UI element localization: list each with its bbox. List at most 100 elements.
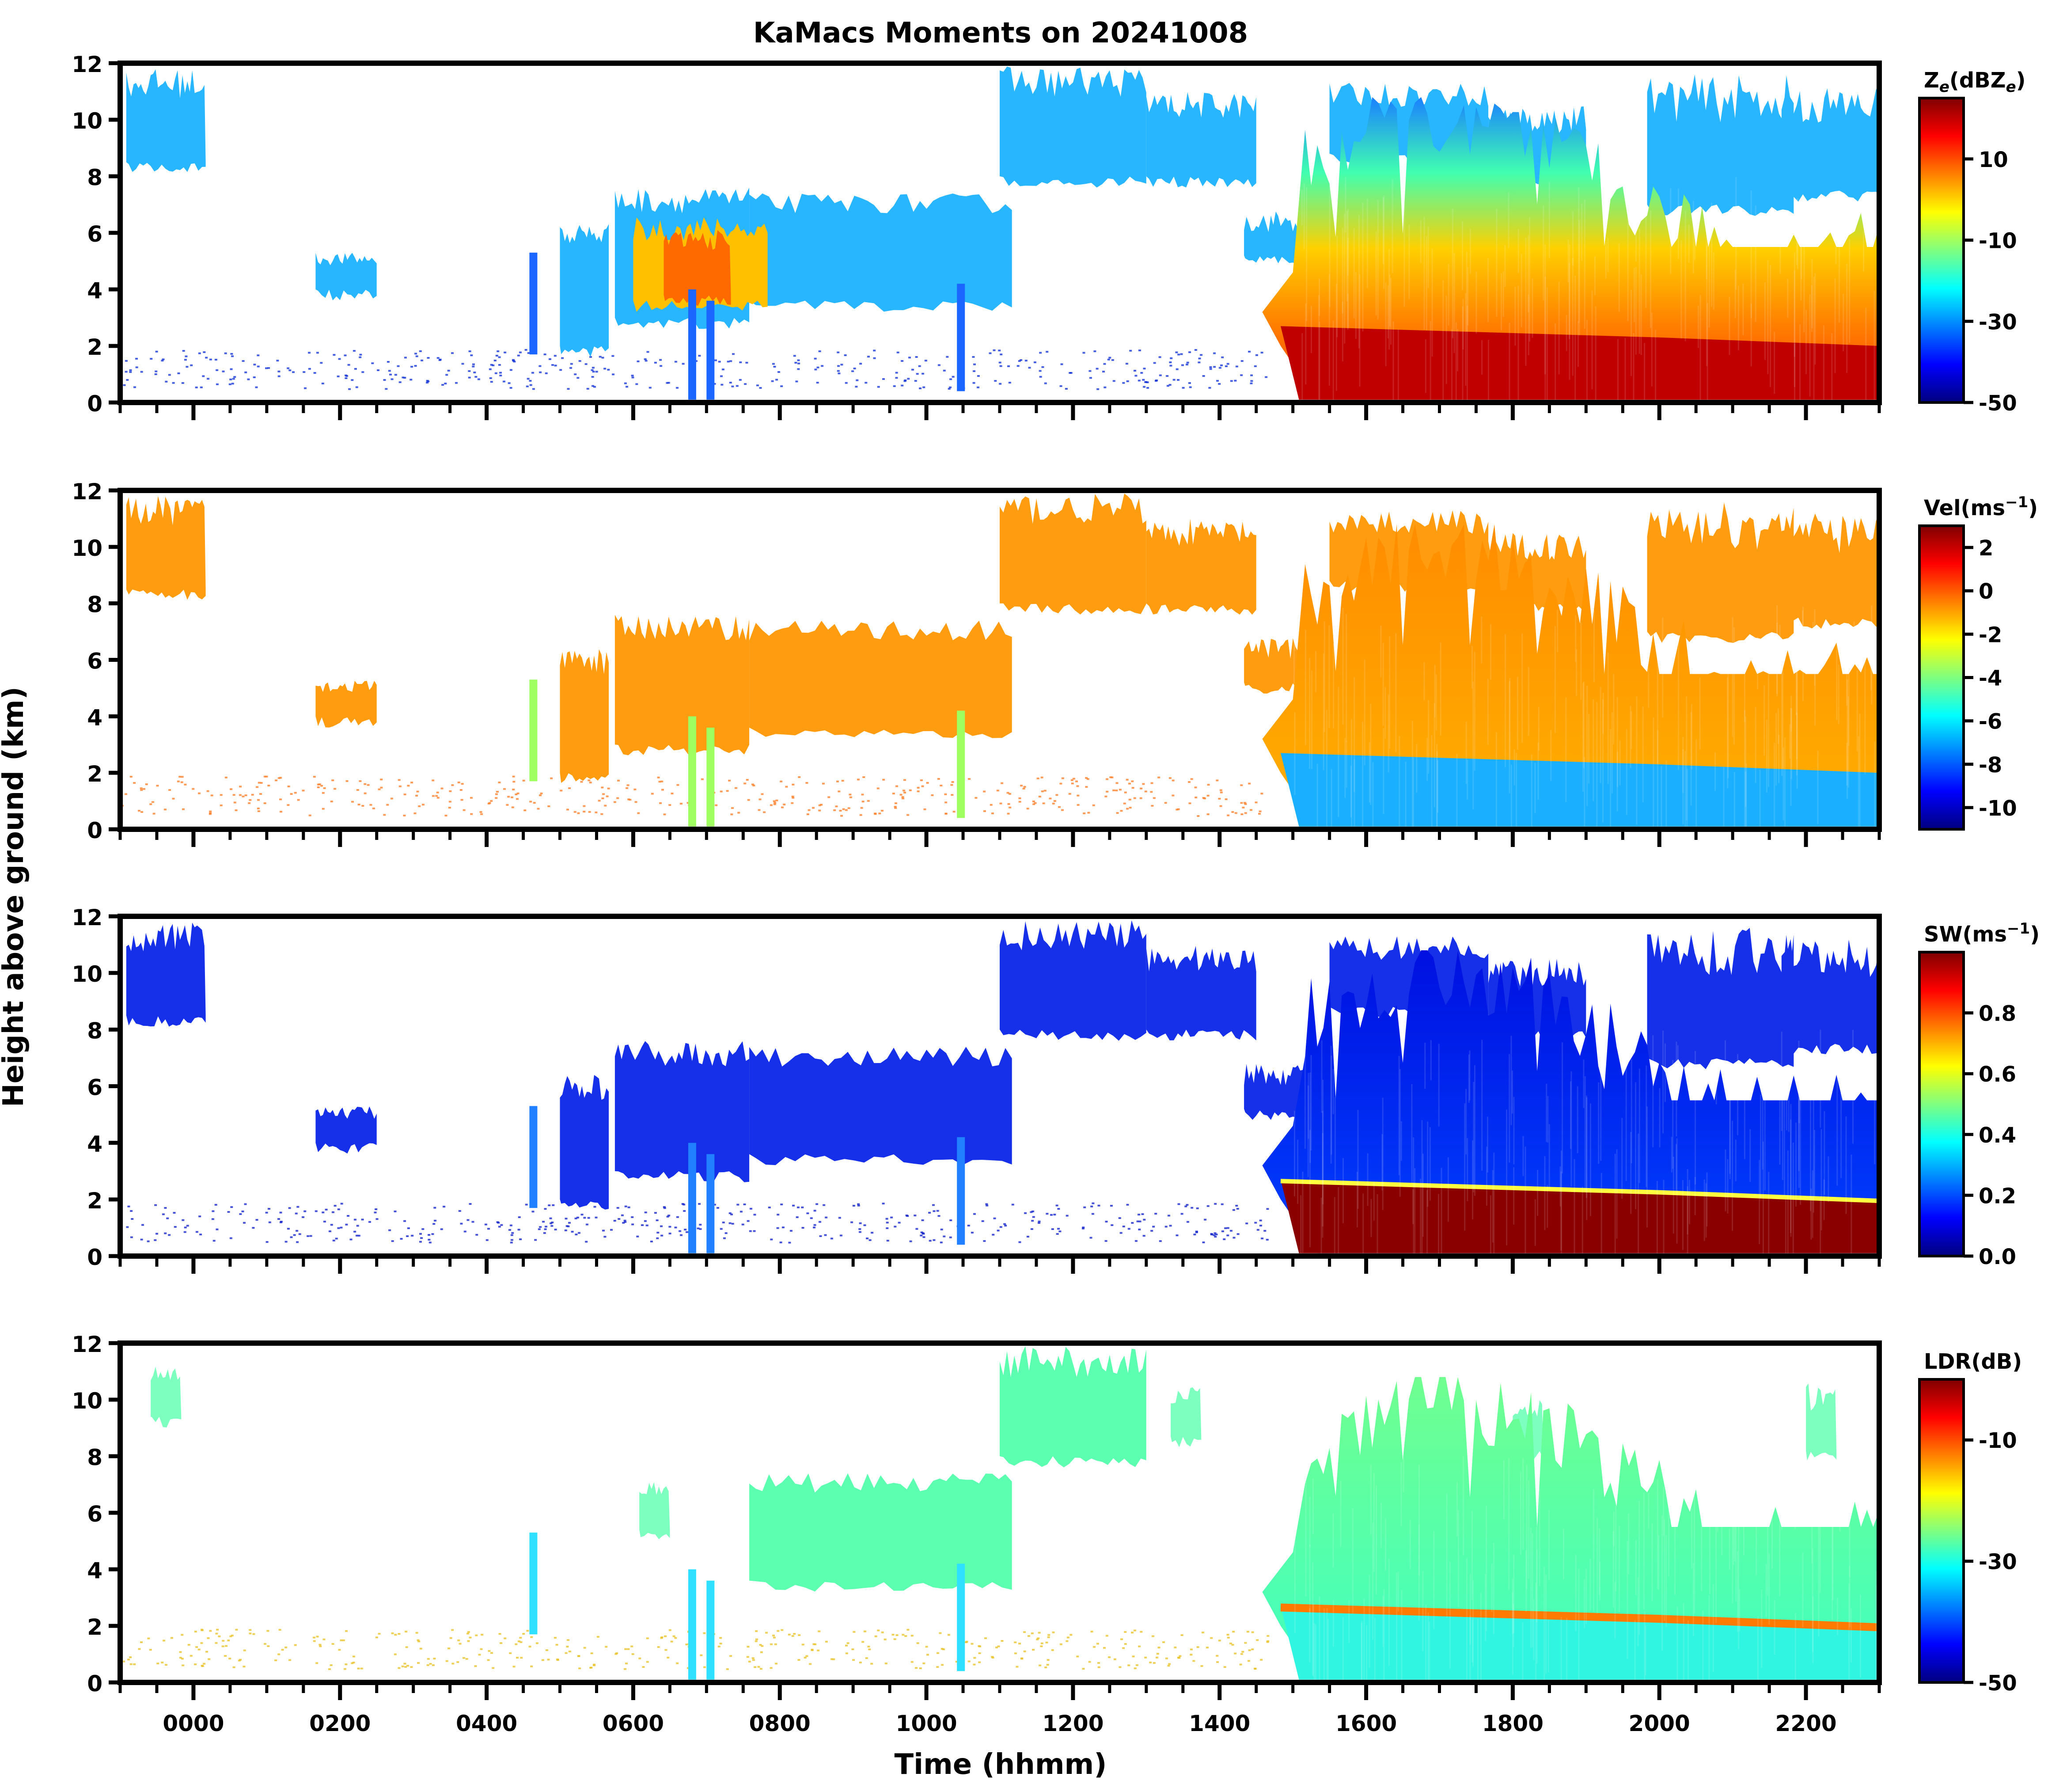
clutter-speck [636, 1235, 639, 1238]
deck-texture [1694, 1482, 1695, 1614]
clutter-speck [182, 350, 185, 352]
clutter-speck [1221, 356, 1224, 358]
clutter-speck [429, 1663, 432, 1665]
clutter-speck [1234, 812, 1237, 814]
clutter-speck [598, 800, 601, 802]
clutter-speck [1055, 794, 1058, 796]
clutter-speck [507, 796, 510, 798]
deck-texture [1351, 719, 1353, 829]
clutter-speck [1040, 1642, 1043, 1644]
deck-texture [1652, 1035, 1654, 1147]
deck-texture [1790, 1120, 1792, 1233]
clutter-speck [1126, 778, 1129, 781]
clutter-speck [404, 1666, 407, 1668]
y-tick-label: 8 [87, 1018, 102, 1044]
clutter-speck [770, 1667, 773, 1669]
clutter-speck [126, 1226, 129, 1228]
clutter-speck [216, 383, 219, 385]
clutter-speck [164, 1232, 167, 1234]
clutter-speck [155, 1233, 158, 1235]
echo-blob [1146, 946, 1256, 1040]
deck-texture [1817, 751, 1819, 824]
deck-texture [1304, 1035, 1306, 1149]
clutter-speck [1004, 1225, 1007, 1227]
clutter-speck [1240, 784, 1243, 786]
deck-texture [1392, 179, 1393, 273]
clutter-speck [468, 370, 471, 372]
clutter-speck [472, 365, 475, 368]
deck-texture [1779, 624, 1781, 671]
clutter-speck [760, 1651, 763, 1653]
clutter-speck [347, 364, 350, 366]
clutter-speck [225, 1645, 228, 1647]
clutter-speck [547, 805, 550, 807]
deck-texture [1293, 619, 1295, 690]
clutter-speck [1214, 1203, 1217, 1205]
colorbar-tick-label: -10 [1979, 229, 2017, 254]
deck-texture [1599, 1528, 1600, 1595]
clutter-speck [804, 1656, 807, 1659]
deck-texture [1662, 1030, 1664, 1134]
deck-texture [1764, 282, 1766, 360]
deck-texture [1397, 1572, 1399, 1612]
deck-texture [1467, 1138, 1468, 1201]
clutter-speck [1256, 1229, 1259, 1231]
clutter-speck [212, 1210, 215, 1212]
deck-texture [1389, 636, 1391, 749]
clutter-speck [867, 356, 870, 358]
deck-texture [1583, 681, 1585, 768]
deck-texture [1659, 1088, 1661, 1147]
clutter-speck [791, 802, 794, 804]
clutter-speck [823, 1204, 826, 1206]
clutter-speck [1184, 1205, 1187, 1207]
deck-texture [1840, 1093, 1842, 1178]
clutter-speck [388, 370, 391, 372]
clutter-speck [540, 792, 543, 794]
clutter-speck [512, 359, 515, 361]
clutter-speck [331, 779, 334, 782]
deck-texture [1657, 730, 1658, 829]
clutter-speck [616, 797, 619, 799]
deck-texture [1767, 260, 1769, 374]
deck-texture [1496, 732, 1497, 829]
clutter-speck [577, 1655, 580, 1657]
deck-texture [1745, 763, 1747, 829]
clutter-speck [798, 1634, 801, 1636]
deck-texture [1423, 216, 1425, 330]
deck-texture [1465, 1089, 1467, 1154]
fall-streak [688, 716, 696, 827]
clutter-speck [952, 376, 955, 378]
clutter-speck [780, 1204, 783, 1206]
clutter-speck [1140, 787, 1143, 790]
deck-texture [1680, 240, 1682, 339]
clutter-speck [1127, 1664, 1130, 1667]
deck-texture [1735, 1508, 1737, 1602]
clutter-speck [414, 365, 417, 367]
clutter-speck [595, 371, 598, 373]
clutter-speck [884, 1638, 887, 1640]
clutter-speck [728, 1212, 732, 1214]
clutter-speck [495, 793, 498, 795]
deck-texture [1695, 739, 1697, 829]
deck-texture [1715, 1060, 1717, 1105]
clutter-speck [605, 1646, 608, 1648]
clutter-speck [1001, 782, 1004, 784]
deck-texture [1463, 1456, 1464, 1556]
deck-texture [1534, 763, 1536, 813]
deck-texture [1426, 737, 1428, 781]
clutter-speck [936, 1652, 939, 1654]
clutter-speck [1123, 802, 1126, 805]
clutter-speck [1174, 1646, 1177, 1648]
clutter-speck [171, 1637, 173, 1639]
deck-texture [1319, 1596, 1320, 1682]
clutter-speck [1218, 367, 1221, 369]
clutter-speck [230, 788, 232, 790]
clutter-speck [1165, 1657, 1168, 1659]
clutter-speck [758, 798, 762, 801]
clutter-speck [411, 1234, 414, 1237]
clutter-speck [593, 1663, 596, 1666]
clutter-speck [832, 1658, 835, 1660]
clutter-speck [375, 1208, 378, 1210]
clutter-speck [317, 783, 320, 786]
clutter-speck [833, 809, 836, 811]
